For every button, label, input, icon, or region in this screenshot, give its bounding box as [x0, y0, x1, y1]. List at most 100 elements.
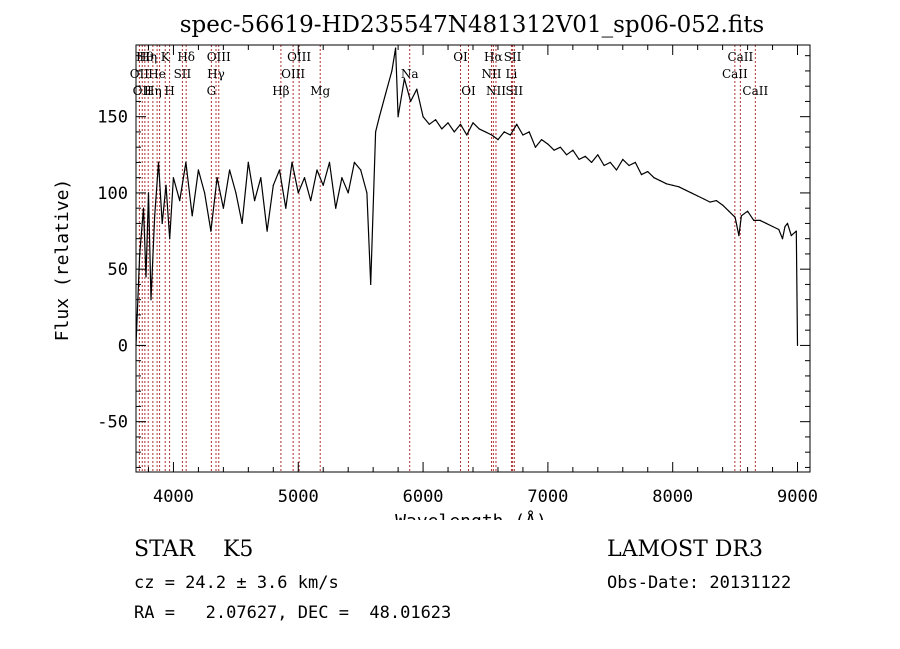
data-point-0-116: [795, 230, 797, 232]
data-point-0-55: [435, 119, 437, 121]
data-point-0-33: [310, 200, 312, 202]
data-point-0-85: [622, 158, 624, 160]
data-point-0-59: [459, 123, 462, 125]
data-point-0-113: [784, 225, 786, 228]
data-point-0-90: [653, 177, 655, 179]
x-tick-label-2: 6000: [403, 487, 444, 507]
data-point-0-42: [366, 192, 368, 194]
line-label-22: Hα: [484, 50, 503, 64]
survey-name: LAMOST DR3: [607, 537, 763, 562]
data-point-0-93: [672, 184, 674, 186]
data-point-0-56: [441, 128, 443, 130]
line-label-12: Hγ: [207, 67, 225, 81]
line-label-21: NII: [481, 67, 501, 81]
data-point-0-75: [559, 146, 562, 148]
line-label-24: Li: [506, 67, 518, 81]
data-point-0-4: [147, 192, 150, 194]
line-label-2: Hθ: [136, 50, 154, 64]
data-point-0-104: [738, 235, 740, 237]
data-point-0-91: [659, 180, 661, 182]
data-point-0-97: [697, 195, 699, 197]
data-point-0-105: [740, 215, 743, 217]
x-tick-label-5: 9000: [777, 487, 818, 507]
plot-frame: [135, 44, 811, 473]
data-point-0-86: [628, 164, 630, 167]
data-point-0-63: [484, 131, 487, 133]
line-label-19: OI: [453, 50, 468, 64]
data-point-0-49: [397, 116, 399, 118]
data-point-0-12: [179, 200, 181, 202]
data-point-0-25: [260, 177, 262, 179]
data-point-0-88: [640, 174, 643, 176]
data-point-0-30: [291, 161, 293, 163]
data-point-0-23: [247, 161, 249, 163]
data-point-0-27: [272, 184, 274, 186]
data-point-0-41: [360, 169, 362, 171]
data-point-0-101: [722, 204, 724, 206]
data-point-0-107: [753, 219, 755, 221]
data-point-0-64: [491, 134, 493, 136]
spectrum-line-0: [135, 47, 799, 346]
y-tick-label-4: 150: [97, 108, 128, 128]
line-markers: [138, 45, 756, 472]
data-point-0-112: [781, 238, 784, 240]
data-point-0-19: [222, 207, 224, 209]
line-label-27: CaII: [722, 67, 748, 81]
data-point-0-51: [410, 100, 412, 102]
data-point-0-74: [553, 149, 555, 151]
data-point-0-67: [509, 134, 511, 136]
data-point-0-53: [422, 116, 424, 118]
data-point-0-110: [772, 225, 774, 228]
data-point-0-34: [316, 169, 318, 171]
line-label-28: CaII: [727, 50, 753, 64]
data-point-0-71: [534, 146, 537, 148]
data-point-0-57: [447, 122, 449, 124]
data-point-0-80: [591, 161, 593, 163]
data-point-0-87: [634, 161, 636, 163]
data-point-0-72: [541, 139, 543, 141]
data-point-0-14: [191, 215, 193, 217]
data-point-0-77: [572, 149, 574, 151]
data-point-0-8: [161, 222, 163, 224]
data-point-0-114: [786, 222, 789, 224]
data-point-0-109: [765, 222, 767, 224]
data-point-0-108: [759, 219, 761, 221]
data-point-0-54: [428, 123, 430, 125]
data-point-0-28: [278, 169, 281, 171]
data-point-0-76: [566, 154, 568, 156]
data-point-0-22: [241, 222, 243, 224]
line-label-5: He: [148, 67, 166, 81]
x-axis: 4000 5000 6000 7000 8000 9000: [147, 45, 818, 507]
line-label-3: Hη: [139, 50, 157, 64]
line-labels: OIIOIIHθHηHηHeKHSIIHδGHγOIIIHβOIIIOIIIMg…: [130, 50, 769, 98]
sky-coordinates: RA = 2.07627, DEC = 48.01623: [134, 603, 452, 623]
data-point-0-99: [709, 201, 711, 203]
data-point-0-26: [266, 230, 268, 232]
data-point-0-65: [497, 139, 499, 141]
spectrum-chart: spec-56619-HD235547N481312V01_sp06-052.f…: [52, 12, 818, 520]
data-point-0-94: [678, 186, 680, 188]
data-point-0-92: [665, 183, 668, 185]
data-point-0-39: [347, 192, 349, 194]
data-point-0-89: [647, 171, 649, 173]
data-point-0-81: [597, 154, 599, 156]
data-point-0-115: [790, 235, 792, 237]
line-label-16: OIII: [287, 50, 311, 64]
data-point-0-106: [747, 210, 749, 212]
y-axis-label: Flux (relative): [52, 179, 73, 342]
data-point-0-37: [335, 207, 337, 209]
object-class: STAR K5: [134, 537, 254, 562]
data-point-0-82: [603, 164, 605, 167]
data-point-0-83: [609, 161, 611, 163]
data-point-0-36: [328, 161, 331, 163]
x-axis-label: Wavelength (Å): [395, 510, 547, 520]
data-point-0-40: [353, 161, 355, 163]
line-label-25: SII: [504, 50, 522, 64]
data-point-0-98: [703, 198, 705, 200]
data-point-0-35: [322, 184, 324, 186]
line-label-10: Hδ: [177, 50, 195, 64]
data-point-0-73: [547, 143, 549, 145]
data-point-0-48: [395, 47, 397, 49]
data-point-0-66: [503, 131, 505, 133]
data-point-0-16: [204, 192, 206, 194]
